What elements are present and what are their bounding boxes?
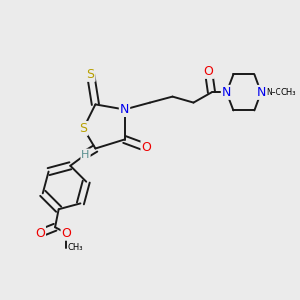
Text: O: O: [142, 141, 151, 154]
Text: N: N: [222, 86, 231, 99]
Text: N: N: [120, 103, 129, 116]
Text: S: S: [87, 68, 94, 81]
Text: CH₃: CH₃: [68, 243, 83, 252]
Text: N–CH₃: N–CH₃: [266, 88, 290, 97]
Text: CH₃: CH₃: [281, 88, 296, 97]
Text: O: O: [204, 65, 213, 78]
Text: O: O: [61, 227, 71, 240]
Text: O: O: [35, 227, 45, 240]
Text: H: H: [81, 149, 90, 160]
Text: N: N: [256, 86, 266, 99]
Text: S: S: [80, 122, 87, 135]
